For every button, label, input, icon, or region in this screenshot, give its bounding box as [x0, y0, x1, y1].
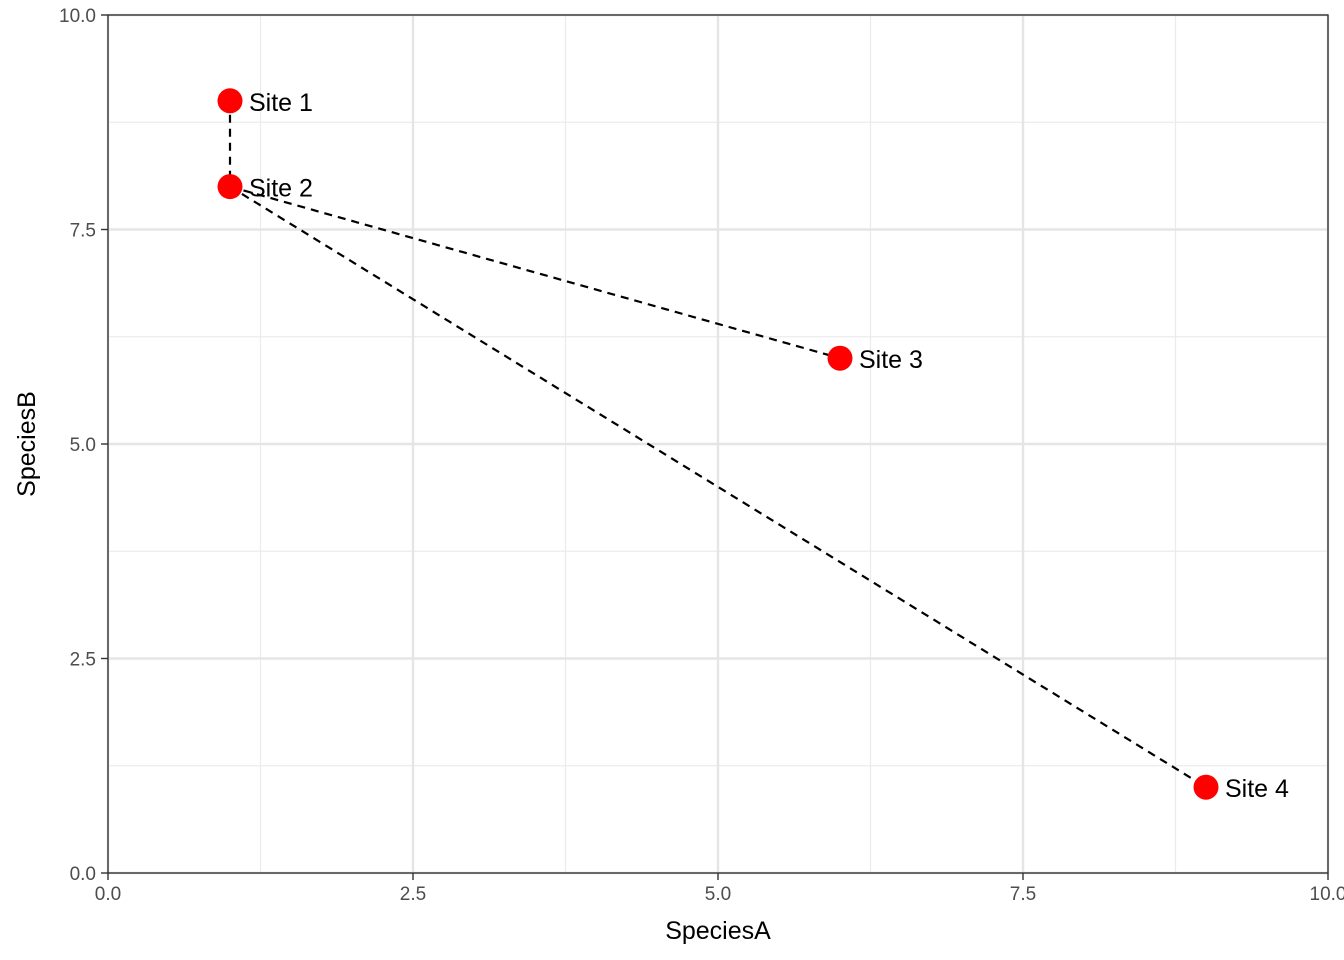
point-label-1: Site 1	[249, 89, 313, 117]
segment-1	[229, 185, 841, 360]
data-point-2	[217, 174, 243, 200]
x-tick-label-2: 5.0	[705, 884, 731, 905]
x-tick-label-1: 2.5	[400, 884, 426, 905]
x-tick-label-4: 10.0	[1310, 884, 1344, 905]
y-tick-label-2: 5.0	[70, 435, 96, 456]
y-tick-label-1: 2.5	[70, 650, 96, 671]
point-label-4: Site 4	[1225, 775, 1289, 803]
point-label-3: Site 3	[859, 346, 923, 374]
y-tick-label-3: 7.5	[70, 221, 96, 242]
point-labels: Site 1 Site 2 Site 3 Site 4	[249, 89, 1289, 803]
distance-segments	[228, 100, 1207, 789]
y-tick-label-0: 0.0	[70, 864, 96, 885]
y-tick-label-4: 10.0	[59, 6, 96, 27]
data-point-1	[217, 88, 243, 114]
point-label-2: Site 2	[249, 175, 313, 203]
data-points	[217, 88, 1219, 800]
data-point-4	[1193, 774, 1219, 800]
x-axis-title: SpeciesA	[665, 917, 771, 945]
data-point-3	[827, 345, 853, 371]
y-axis-title: SpeciesB	[13, 391, 41, 497]
x-axis-ticks: 0.0 2.5 5.0 7.5 10.0	[95, 873, 1344, 905]
x-tick-label-0: 0.0	[95, 884, 121, 905]
segment-2	[229, 185, 1207, 789]
x-tick-label-3: 7.5	[1010, 884, 1036, 905]
y-axis-ticks: 0.0 2.5 5.0 7.5 10.0	[59, 6, 108, 885]
